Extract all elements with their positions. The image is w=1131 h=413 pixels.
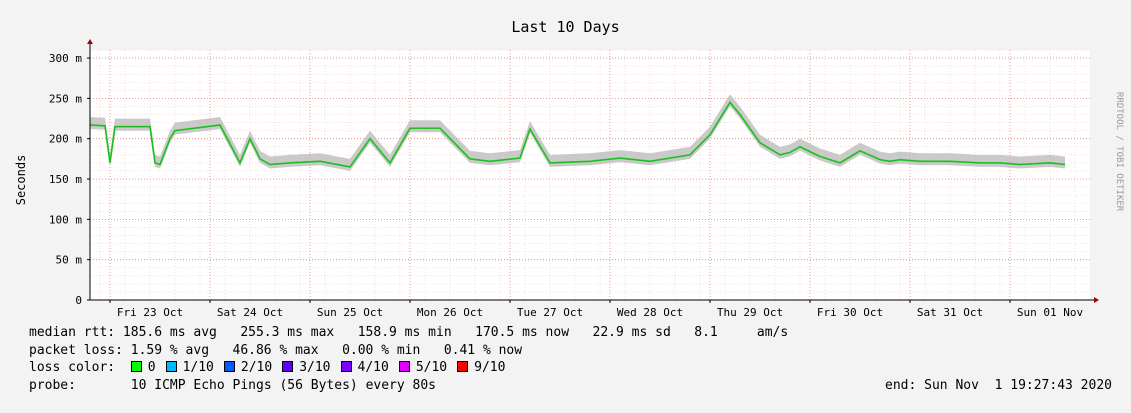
- chart-title: Last 10 Days: [511, 18, 620, 36]
- probe-description: 10 ICMP Echo Pings (56 Bytes) every 80s: [130, 378, 437, 393]
- loss-color-item: 1/10: [165, 360, 214, 375]
- x-tick-label: Mon 26 Oct: [417, 306, 483, 319]
- loss-color-swatch: [398, 361, 410, 372]
- x-axis-arrow: [1094, 297, 1099, 303]
- loss-color-text: 5/10: [415, 360, 448, 375]
- x-tick-label: Fri 23 Oct: [117, 306, 183, 319]
- loss-color-text: 2/10: [240, 360, 273, 375]
- packet-loss-stats: 1.59 % avg 46.86 % max 0.00 % min 0.41 %…: [130, 343, 523, 358]
- x-tick-label: Sun 25 Oct: [317, 306, 383, 319]
- loss-color-item: 5/10: [398, 360, 448, 375]
- plot-area: [90, 50, 1090, 300]
- packet-loss-label: packet loss:: [29, 343, 123, 358]
- y-tick-label: 300 m: [49, 52, 82, 65]
- loss-color-swatch: [165, 361, 177, 372]
- probe-row: probe: 10 ICMP Echo Pings (56 Bytes) eve…: [29, 378, 436, 393]
- y-axis-arrow: [87, 39, 93, 44]
- watermark: RRDTOOL / TOBI OETIKER: [1114, 92, 1124, 212]
- end-timestamp: end: Sun Nov 1 19:27:43 2020: [885, 378, 1112, 393]
- loss-color-items: 0 1/10 2/10 3/10 4/10 5/10 9/10: [130, 360, 516, 375]
- loss-color-text: 9/10: [474, 360, 506, 375]
- loss-color-text: 4/10: [357, 360, 389, 375]
- probe-label: probe:: [29, 378, 76, 393]
- rtt-smoke-band: [90, 94, 1065, 171]
- x-tick-label: Wed 28 Oct: [617, 306, 683, 319]
- loss-color-item: 3/10: [282, 360, 331, 375]
- x-tick-label: Fri 30 Oct: [817, 306, 883, 319]
- x-tick-label: Sun 01 Nov: [1017, 306, 1084, 319]
- x-tick-label: Sat 24 Oct: [217, 306, 283, 319]
- y-tick-label: 100 m: [49, 213, 82, 226]
- x-tick-label: Thu 29 Oct: [717, 306, 783, 319]
- loss-color-swatch: [457, 361, 469, 372]
- y-tick-label: 0: [75, 294, 82, 307]
- loss-color-text: 0: [147, 360, 156, 375]
- loss-color-text: 1/10: [182, 360, 214, 375]
- median-rtt-label: median rtt:: [29, 325, 116, 340]
- y-axis-label: Seconds: [14, 155, 28, 206]
- y-tick-label: 250 m: [49, 92, 82, 105]
- median-rtt-stats: 185.6 ms avg 255.3 ms max 158.9 ms min 1…: [122, 325, 789, 340]
- loss-color-swatch: [223, 361, 235, 372]
- x-tick-label: Tue 27 Oct: [517, 306, 583, 319]
- loss-color-item: 9/10: [457, 360, 505, 375]
- x-tick-label: Sat 31 Oct: [917, 306, 983, 319]
- loss-color-swatch: [340, 361, 352, 372]
- loss-color-label: loss color:: [29, 360, 116, 375]
- loss-color-item: 2/10: [223, 360, 273, 375]
- packet-loss-row: packet loss: 1.59 % avg 46.86 % max 0.00…: [29, 343, 522, 358]
- rtt-loss-color-line: [89, 100, 1066, 168]
- loss-color-swatch: [130, 361, 142, 372]
- loss-color-text: 3/10: [299, 360, 331, 375]
- loss-color-item: 0: [130, 360, 156, 375]
- loss-color-swatch: [282, 361, 294, 372]
- median-rtt-row: median rtt: 185.6 ms avg 255.3 ms max 15…: [29, 325, 788, 340]
- y-tick-label: 150 m: [49, 173, 82, 186]
- y-tick-label: 200 m: [49, 133, 82, 146]
- loss-color-item: 4/10: [340, 360, 389, 375]
- y-tick-label: 50 m: [56, 254, 83, 267]
- loss-color-row: loss color: 0 1/10 2/10 3/10 4/10 5/10 9/10: [29, 360, 515, 375]
